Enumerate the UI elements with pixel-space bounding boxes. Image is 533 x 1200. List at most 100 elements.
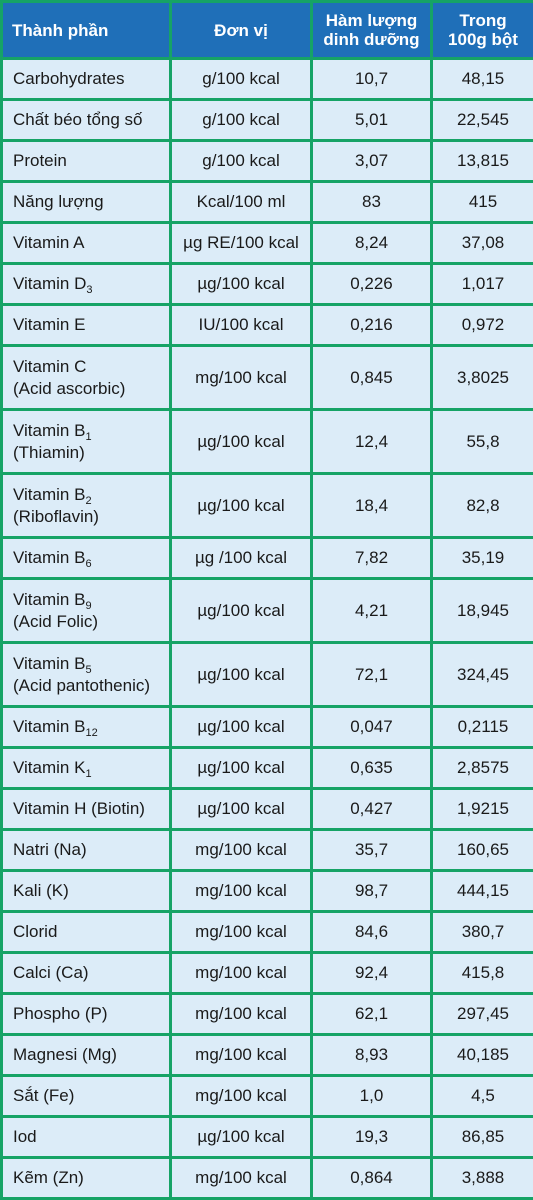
unit-cell: µg/100 kcal xyxy=(172,265,310,303)
table-row: Magnesi (Mg) mg/100 kcal 8,93 40,185 xyxy=(3,1036,533,1074)
table-row: Vitamin B12 µg/100 kcal 0,047 0,2115 xyxy=(3,708,533,746)
per-100g-cell: 160,65 xyxy=(433,831,533,869)
table-row: Vitamin B2 (Riboflavin) µg/100 kcal 18,4 82,… xyxy=(3,475,533,536)
ingredient-name: Sắt (Fe) xyxy=(13,1086,75,1105)
amount-cell: 92,4 xyxy=(313,954,430,992)
ingredient-cell: Calci (Ca) xyxy=(3,954,169,992)
per-100g-cell: 0,2115 xyxy=(433,708,533,746)
unit-cell: mg/100 kcal xyxy=(172,954,310,992)
per-100g-cell: 4,5 xyxy=(433,1077,533,1115)
unit-cell: mg/100 kcal xyxy=(172,913,310,951)
per-100g-cell: 82,8 xyxy=(433,475,533,536)
unit-cell: µg/100 kcal xyxy=(172,644,310,705)
amount-cell: 0,864 xyxy=(313,1159,430,1197)
ingredient-cell: Chất béo tổng số xyxy=(3,101,169,139)
ingredient-name: Chất béo tổng số xyxy=(13,110,143,129)
ingredient-name: Vitamin D xyxy=(13,274,87,293)
ingredient-name: Vitamin H (Biotin) xyxy=(13,799,145,818)
ingredient-name: Năng lượng xyxy=(13,192,104,211)
unit-cell: µg/100 kcal xyxy=(172,790,310,828)
table-row: Năng lượng Kcal/100 ml 83 415 xyxy=(3,183,533,221)
per-100g-cell: 55,8 xyxy=(433,411,533,472)
ingredient-subscript: 3 xyxy=(86,284,93,296)
unit-cell: mg/100 kcal xyxy=(172,347,310,408)
table-row: Chất béo tổng số g/100 kcal 5,01 22,545 xyxy=(3,101,533,139)
ingredient-cell: Vitamin D3 xyxy=(3,265,169,303)
table-row: Vitamin A µg RE/100 kcal 8,24 37,08 xyxy=(3,224,533,262)
ingredient-cell: Vitamin B9 (Acid Folic) xyxy=(3,580,169,641)
table-row: Clorid mg/100 kcal 84,6 380,7 xyxy=(3,913,533,951)
ingredient-name: Vitamin B xyxy=(13,548,86,567)
header-ingredient: Thành phần xyxy=(3,3,169,57)
amount-cell: 0,845 xyxy=(313,347,430,408)
ingredient-detail: (Acid Folic) xyxy=(13,611,99,631)
unit-cell: µg/100 kcal xyxy=(172,749,310,787)
ingredient-subscript: 2 xyxy=(85,494,92,507)
ingredient-cell: Vitamin C (Acid ascorbic) xyxy=(3,347,169,408)
amount-cell: 83 xyxy=(313,183,430,221)
unit-cell: µg/100 kcal xyxy=(172,708,310,746)
amount-cell: 10,7 xyxy=(313,60,430,98)
ingredient-name: Protein xyxy=(13,151,67,170)
ingredient-cell: Vitamin B6 xyxy=(3,539,169,577)
per-100g-cell: 18,945 xyxy=(433,580,533,641)
amount-cell: 19,3 xyxy=(313,1118,430,1156)
per-100g-cell: 13,815 xyxy=(433,142,533,180)
amount-cell: 3,07 xyxy=(313,142,430,180)
unit-cell: g/100 kcal xyxy=(172,60,310,98)
amount-cell: 7,82 xyxy=(313,539,430,577)
per-100g-cell: 22,545 xyxy=(433,101,533,139)
amount-cell: 4,21 xyxy=(313,580,430,641)
ingredient-name: Phospho (P) xyxy=(13,1004,108,1023)
per-100g-cell: 324,45 xyxy=(433,644,533,705)
ingredient-detail: (Acid ascorbic) xyxy=(13,378,126,398)
per-100g-cell: 86,85 xyxy=(433,1118,533,1156)
header-per100-line1: Trong xyxy=(459,11,507,30)
table-row: Natri (Na) mg/100 kcal 35,7 160,65 xyxy=(3,831,533,869)
unit-cell: IU/100 kcal xyxy=(172,306,310,344)
ingredient-name: Vitamin A xyxy=(13,233,85,252)
ingredient-cell: Natri (Na) xyxy=(3,831,169,869)
per-100g-cell: 415,8 xyxy=(433,954,533,992)
table-row: Sắt (Fe) mg/100 kcal 1,0 4,5 xyxy=(3,1077,533,1115)
per-100g-cell: 48,15 xyxy=(433,60,533,98)
ingredient-name: Vitamin B xyxy=(13,484,86,504)
table-row: Vitamin B9 (Acid Folic) µg/100 kcal 4,21 18,… xyxy=(3,580,533,641)
ingredient-detail: (Acid pantothenic) xyxy=(13,675,151,695)
ingredient-subscript: 9 xyxy=(85,599,92,612)
ingredient-name: Kali (K) xyxy=(13,881,69,900)
table-row: Vitamin D3 µg/100 kcal 0,226 1,017 xyxy=(3,265,533,303)
unit-cell: µg/100 kcal xyxy=(172,411,310,472)
ingredient-cell: Protein xyxy=(3,142,169,180)
ingredient-name: Iod xyxy=(13,1127,37,1146)
table-row: Kali (K) mg/100 kcal 98,7 444,15 xyxy=(3,872,533,910)
unit-cell: mg/100 kcal xyxy=(172,1077,310,1115)
per-100g-cell: 1,9215 xyxy=(433,790,533,828)
header-row: Thành phần Đơn vị Hàm lượng dinh dưỡng T… xyxy=(3,3,533,57)
amount-cell: 18,4 xyxy=(313,475,430,536)
amount-cell: 98,7 xyxy=(313,872,430,910)
per-100g-cell: 35,19 xyxy=(433,539,533,577)
ingredient-cell: Vitamin H (Biotin) xyxy=(3,790,169,828)
ingredient-cell: Vitamin B5 (Acid pantothenic) xyxy=(3,644,169,705)
ingredient-name: Vitamin B xyxy=(13,420,86,440)
table-row: Kẽm (Zn) mg/100 kcal 0,864 3,888 xyxy=(3,1159,533,1197)
ingredient-cell: Phospho (P) xyxy=(3,995,169,1033)
amount-cell: 72,1 xyxy=(313,644,430,705)
table-row: Vitamin H (Biotin) µg/100 kcal 0,427 1,9215 xyxy=(3,790,533,828)
table-header: Thành phần Đơn vị Hàm lượng dinh dưỡng T… xyxy=(3,3,533,57)
ingredient-name: Magnesi (Mg) xyxy=(13,1045,117,1064)
per-100g-cell: 3,888 xyxy=(433,1159,533,1197)
ingredient-detail: (Thiamin) xyxy=(13,442,85,462)
unit-cell: mg/100 kcal xyxy=(172,831,310,869)
amount-cell: 62,1 xyxy=(313,995,430,1033)
table-row: Carbohydrates g/100 kcal 10,7 48,15 xyxy=(3,60,533,98)
ingredient-name: Vitamin B xyxy=(13,717,86,736)
ingredient-cell: Vitamin K1 xyxy=(3,749,169,787)
ingredient-cell: Magnesi (Mg) xyxy=(3,1036,169,1074)
amount-cell: 0,216 xyxy=(313,306,430,344)
ingredient-cell: Năng lượng xyxy=(3,183,169,221)
table-row: Vitamin C (Acid ascorbic) mg/100 kcal 0,845… xyxy=(3,347,533,408)
table-row: Vitamin B5 (Acid pantothenic) µg/100 kcal 7… xyxy=(3,644,533,705)
per-100g-cell: 40,185 xyxy=(433,1036,533,1074)
